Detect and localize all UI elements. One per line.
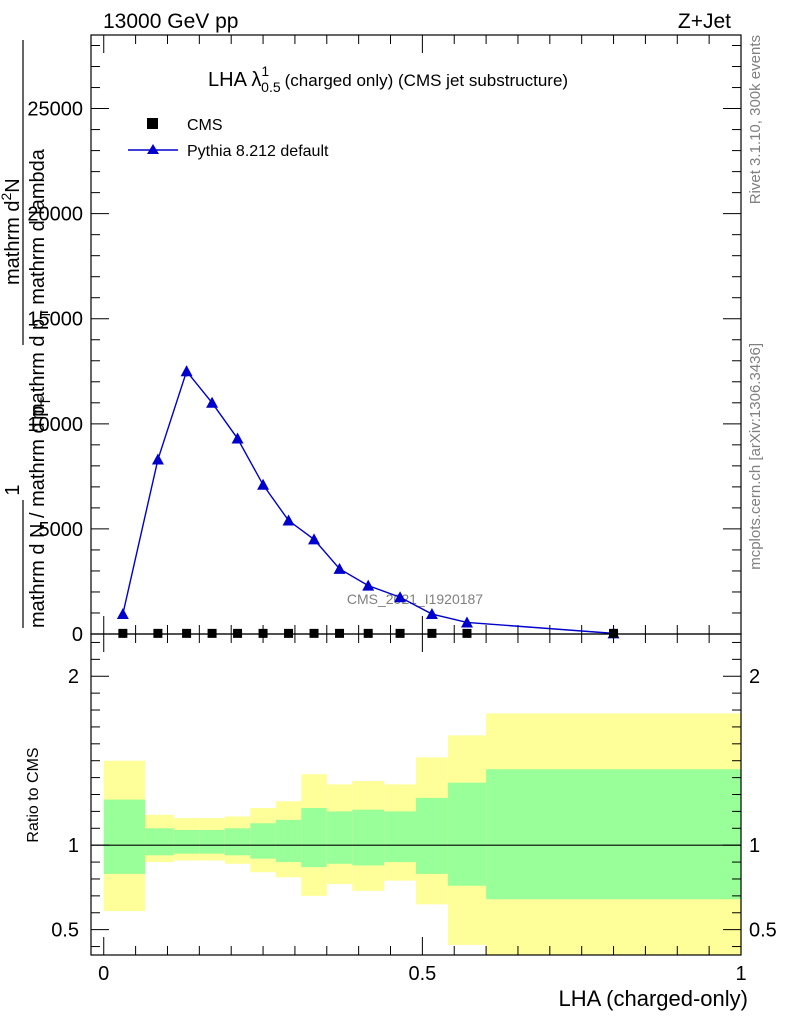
ratio-y-tick-label-right: 0.5 xyxy=(749,920,777,942)
ratio-y-tick-label-right: 1 xyxy=(749,835,760,857)
ratio-inner-band xyxy=(103,799,146,874)
svg-text:mathrm d2N: mathrm d2N xyxy=(0,178,24,285)
cms-point xyxy=(284,628,294,638)
ratio-y-tick-label: 0.5 xyxy=(51,920,79,942)
mc-point xyxy=(151,453,164,465)
ratio-inner-band xyxy=(326,811,353,864)
legend-cms-marker xyxy=(147,118,158,129)
ratio-y-label: Ratio to CMS xyxy=(25,747,42,842)
ratio-inner-band xyxy=(301,808,327,868)
ratio-inner-band xyxy=(199,829,225,854)
ratio-bands xyxy=(103,713,741,955)
cms-point xyxy=(207,628,217,638)
ylabel-den1-sub: T xyxy=(37,310,53,319)
main-y-ticks: 0 5000 10000 15000 20000 25000 xyxy=(27,45,741,646)
rivet-label: Rivet 3.1.10, 300k events xyxy=(747,35,764,204)
ratio-y-tick-label: 2 xyxy=(68,666,79,688)
data-series xyxy=(118,628,619,638)
mc-point xyxy=(394,591,407,603)
ratio-y-ticks: 0.5 0.5 1 1 2 2 xyxy=(51,641,777,948)
main-y-tick-label: 10000 xyxy=(27,414,83,436)
mc-point xyxy=(116,608,129,620)
ylabel-pre-num: 1 xyxy=(2,484,24,495)
svg-text:mathrm d pT mathrm d lambda: mathrm d pT mathrm d lambda xyxy=(27,148,53,420)
mc-point xyxy=(333,562,346,574)
legend: CMS Pythia 8.212 default xyxy=(128,117,329,160)
title-sup: 1 xyxy=(261,63,269,79)
ratio-inner-band xyxy=(224,828,251,856)
ratio-x-ticks: 0 0.5 1 xyxy=(98,634,747,985)
cms-point xyxy=(233,628,243,638)
ratio-y-tick-label-right: 2 xyxy=(749,666,760,688)
ratio-inner-band xyxy=(384,811,416,863)
x-tick-label: 0 xyxy=(98,963,109,985)
cms-point xyxy=(609,628,619,638)
main-panel: 0 5000 10000 15000 20000 25000 CMS_2021_I1920… xyxy=(27,34,742,646)
mc-point xyxy=(231,432,244,444)
main-y-tick-label: 20000 xyxy=(27,204,83,226)
ratio-inner-band xyxy=(145,828,174,856)
main-y-tick-label: 0 xyxy=(72,624,83,646)
cms-point xyxy=(363,628,373,638)
ratio-inner-band xyxy=(275,819,302,863)
process-label: Z+Jet xyxy=(678,10,731,33)
ratio-panel: 0.5 0.51 12 2 0 0.5 1 Ratio to CMS LHA (charg… xyxy=(25,633,777,1011)
ylabel-pre-den-sub: T xyxy=(37,397,53,406)
mc-point xyxy=(180,365,193,377)
ratio-inner-band xyxy=(447,782,487,886)
analysis-watermark: CMS_2021_I1920187 xyxy=(347,591,483,607)
ratio-inner-band xyxy=(173,829,200,854)
title-sub: 0.5 xyxy=(261,79,281,95)
main-y-axis-title: 1 mathrm d N / mathrm d pT mathrm d2N ma… xyxy=(0,40,53,628)
mc-line xyxy=(122,369,614,635)
title-main: LHA λ xyxy=(208,69,261,91)
ratio-y-tick-label: 1 xyxy=(68,835,79,857)
cms-point xyxy=(153,628,163,638)
cms-point xyxy=(462,628,472,638)
ylabel-num1-sup: 2 xyxy=(0,193,14,201)
cms-point xyxy=(118,628,128,638)
ylabel-den1: mathrm d p xyxy=(27,319,49,420)
mc-point xyxy=(282,514,295,526)
title-rest: (charged only) (CMS jet substructure) xyxy=(285,71,568,90)
mcplots-label: mcplots.cern.ch [arXiv:1306.3436] xyxy=(747,343,764,570)
cms-point xyxy=(395,628,405,638)
ratio-inner-band xyxy=(352,809,385,866)
main-y-tick-label: 25000 xyxy=(27,99,83,121)
energy-label: 13000 GeV pp xyxy=(103,10,238,33)
ylabel-pre-den: mathrm d N / mathrm d p xyxy=(27,406,49,628)
cms-point xyxy=(182,628,192,638)
cms-point xyxy=(427,628,437,638)
mc-point xyxy=(308,533,321,545)
plot-title: LHA λ1 0.5 (charged only) (CMS jet substru… xyxy=(208,63,568,95)
legend-mc-label: Pythia 8.212 default xyxy=(187,143,329,160)
x-tick-label: 1 xyxy=(735,963,746,985)
ratio-inner-band xyxy=(486,769,741,900)
legend-mc-marker xyxy=(147,144,159,154)
ylabel-den1-rest: mathrm d lambda xyxy=(27,148,49,310)
main-y-tick-label: 5000 xyxy=(39,519,84,541)
x-axis-label: LHA (charged-only) xyxy=(558,986,748,1011)
main-y-tick-label: 15000 xyxy=(27,309,83,331)
ylabel-num1: mathrm d xyxy=(2,201,24,285)
mc-point xyxy=(460,616,473,628)
cms-point xyxy=(258,628,268,638)
svg-text:mathrm d N / mathrm d pT: mathrm d N / mathrm d pT xyxy=(27,397,53,628)
x-tick-label: 0.5 xyxy=(408,963,436,985)
mc-point xyxy=(425,608,438,620)
legend-cms-label: CMS xyxy=(187,117,223,134)
cms-point xyxy=(309,628,319,638)
mc-point xyxy=(362,579,375,591)
ratio-inner-band xyxy=(416,797,448,874)
mc-point xyxy=(257,478,270,490)
cms-point xyxy=(335,628,345,638)
ratio-inner-band xyxy=(250,823,276,859)
mc-point xyxy=(206,396,219,408)
ylabel-num1-rest: N xyxy=(2,178,24,192)
